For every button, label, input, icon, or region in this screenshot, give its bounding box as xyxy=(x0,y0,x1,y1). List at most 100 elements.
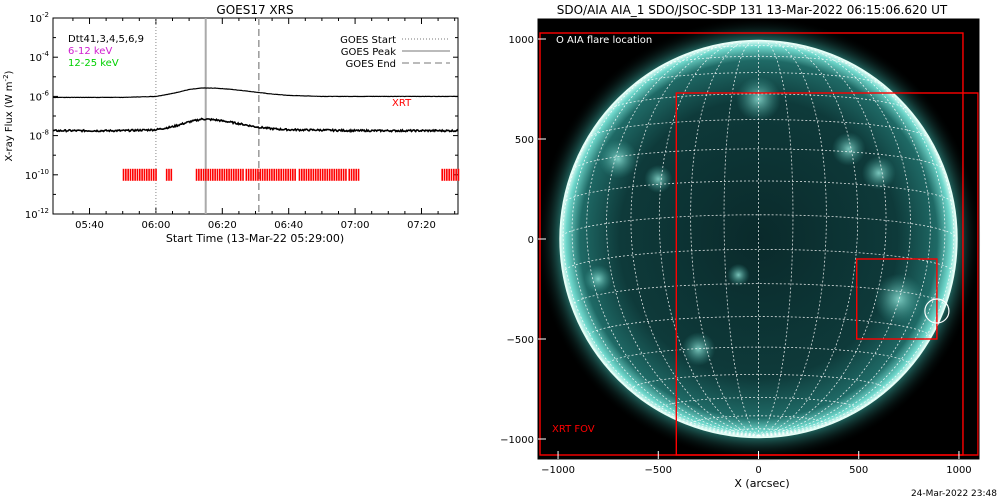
xrt-coverage-bar xyxy=(282,168,285,181)
x-tick-label: 05:40 xyxy=(75,220,104,231)
xrt-coverage-bar xyxy=(212,168,214,181)
xrt-coverage-bar xyxy=(292,168,294,181)
xrt-coverage-bar xyxy=(145,168,148,181)
grid-line xyxy=(571,148,946,171)
active-region-glow xyxy=(681,332,716,366)
xrt-coverage-bar xyxy=(228,168,230,181)
xrt-coverage-bar xyxy=(225,168,228,181)
x-tick-label: 1000 xyxy=(946,465,971,476)
xrt-coverage-bar xyxy=(457,168,460,181)
grid-line xyxy=(758,45,931,437)
xrt-coverage-bar xyxy=(273,168,276,181)
xrt-coverage-bar xyxy=(338,168,340,181)
xrt-coverage-bar xyxy=(305,168,308,181)
xrt-coverage-bar xyxy=(122,168,125,181)
xrt-coverage-bar xyxy=(205,168,207,181)
grid-line xyxy=(562,180,955,204)
goes-flags-label: Dtt41,3,4,5,6,9 xyxy=(68,34,144,45)
grid-line xyxy=(562,76,759,437)
x-tick-label: −500 xyxy=(645,465,672,476)
xrt-coverage-bar xyxy=(326,168,329,181)
grid-line xyxy=(586,45,759,437)
xrt-coverage-bar xyxy=(261,168,264,181)
xrt-coverage-bar xyxy=(317,168,319,181)
xrt-coverage-bar xyxy=(285,168,287,181)
x-tick-label: −1000 xyxy=(541,465,575,476)
xrt-coverage-bar xyxy=(278,168,280,181)
xrt-label: XRT xyxy=(392,98,412,109)
grid-line xyxy=(758,40,827,437)
xrt-coverage-bar xyxy=(239,168,242,181)
xrt-coverage-bar xyxy=(132,168,134,181)
y-tick-label: 10-2 xyxy=(29,11,49,25)
xrt-coverage-bar xyxy=(268,168,271,181)
xrt-coverage-bar xyxy=(138,168,141,181)
grid-line xyxy=(571,51,759,437)
xrt-fov-label: XRT FOV xyxy=(552,424,595,435)
grid-line xyxy=(758,42,887,437)
xrt-coverage-bar xyxy=(455,168,457,181)
xrt-coverage-bar xyxy=(448,168,450,181)
energy-label-12-25: 12-25 keV xyxy=(68,58,119,69)
active-region-glow xyxy=(644,164,673,194)
xrt-coverage-bar xyxy=(328,168,331,181)
aia-y-axis: 1000 500 0 −500 −1000 xyxy=(500,35,546,446)
goes-y-axis-label: X-ray Flux (W m-2) xyxy=(2,70,15,161)
xrt-coverage-bar xyxy=(223,168,226,181)
xrt-coverage-bar xyxy=(259,168,262,181)
xrt-coverage-bar xyxy=(294,168,296,181)
xrt-coverage-bar xyxy=(345,168,347,181)
xrt-coverage-bar xyxy=(300,168,303,181)
active-region-glow xyxy=(727,263,750,287)
active-region-glow xyxy=(861,156,896,190)
grid-line xyxy=(723,428,794,434)
xrt-coverage-bar xyxy=(125,168,127,181)
x-tick-label: 06:20 xyxy=(208,220,237,231)
xrt-coverage-bar xyxy=(331,168,333,181)
legend-goes-end: GOES End xyxy=(346,59,396,70)
grid-line xyxy=(758,40,859,437)
y-tick-label: 10-12 xyxy=(25,207,49,221)
grid-line xyxy=(758,76,955,437)
xrt-coverage-bar xyxy=(252,168,255,181)
xrt-coverage-bar xyxy=(324,168,326,181)
xrt-coverage-bar xyxy=(250,168,252,181)
xrt-coverage-bar xyxy=(218,168,221,181)
legend-goes-start: GOES Start xyxy=(340,35,396,46)
xrt-coverage-bar xyxy=(257,168,259,181)
y-tick-label: 10-6 xyxy=(29,89,49,103)
xrt-coverage-bar xyxy=(446,168,448,181)
xrt-coverage-bar xyxy=(333,168,336,181)
xrt-coverage-bar xyxy=(348,168,351,181)
x-tick-label: 500 xyxy=(849,465,868,476)
y-tick-label: 10-4 xyxy=(29,50,49,64)
xrt-coverage-bar xyxy=(129,168,132,181)
legend-goes-peak: GOES Peak xyxy=(341,47,396,58)
goes-xrs-plot: GOES17 XRS 10-2 10-4 10-6 10-8 10-10 10-12 05… xyxy=(2,3,460,245)
goes-plot-frame xyxy=(52,17,459,215)
xrt-coverage-bar xyxy=(271,168,273,181)
aia-title: SDO/AIA AIA_1 SDO/JSOC-SDP 131 13-Mar-20… xyxy=(557,3,948,17)
goes-legend: GOES Start GOES Peak GOES End xyxy=(340,35,450,70)
xrt-coverage-bar xyxy=(310,168,312,181)
xrt-coverage-bar xyxy=(168,168,170,181)
aia-legend-text: O AIA flare location xyxy=(556,35,652,46)
xrt-coverage-bar xyxy=(235,168,237,181)
xrt-coverage-bar xyxy=(214,168,216,181)
grid-line xyxy=(630,42,759,437)
active-region-glow xyxy=(873,273,925,325)
grid-line xyxy=(571,283,946,307)
xrt-coverage-bar xyxy=(350,168,353,181)
energy-label-6-12: 6-12 keV xyxy=(68,46,112,57)
goes-series-line xyxy=(53,87,459,99)
xrt-coverage-bar xyxy=(321,168,324,181)
x-tick-label: 07:20 xyxy=(407,220,436,231)
goes-series xyxy=(52,87,459,134)
xrt-coverage-bar xyxy=(152,168,155,181)
xrt-coverage-bar xyxy=(134,168,136,181)
y-tick-label: −1000 xyxy=(500,435,534,446)
xrt-coverage-bar xyxy=(232,168,235,181)
xrt-coverage-bar xyxy=(340,168,343,181)
grid-line xyxy=(690,40,759,437)
